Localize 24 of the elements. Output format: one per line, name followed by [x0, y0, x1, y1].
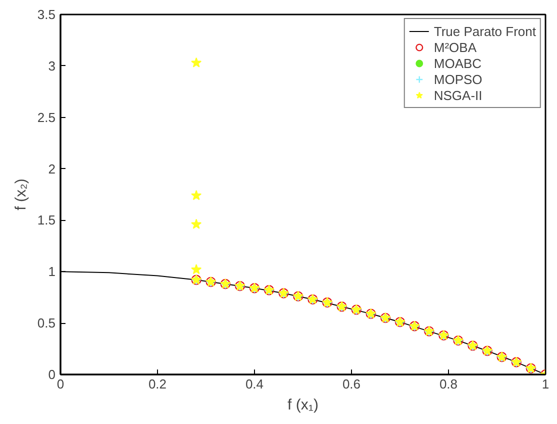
legend-label: M²OBA: [434, 39, 476, 55]
y-tick-label: 0: [48, 367, 56, 382]
y-tick-label: 0.5: [37, 316, 56, 331]
legend-label: MOPSO: [434, 71, 482, 87]
x-tick-label: 0.2: [148, 376, 167, 392]
y-tick-label: 2: [48, 161, 56, 176]
x-tick-label: 0.8: [439, 376, 458, 392]
x-axis-title: f (x₁): [288, 396, 318, 414]
y-axis-title: f (x₂): [12, 178, 30, 210]
point: [191, 190, 202, 200]
point: [191, 264, 202, 274]
y-tick-label: 2.5: [37, 110, 56, 125]
x-tick-label: 0.6: [342, 376, 361, 392]
legend-label: True Parato Front: [434, 23, 536, 39]
y-tick-label: 1.5: [37, 212, 56, 228]
y-tick-label: 3.5: [37, 7, 56, 22]
x-tick-label: 1: [542, 376, 550, 392]
legend-label: MOABC: [434, 55, 482, 71]
y-tick-label: 3: [48, 58, 56, 74]
point: [191, 218, 202, 229]
x-tick-label: 0.4: [245, 376, 264, 392]
y-tick-label: 1: [48, 264, 56, 280]
point: [191, 57, 202, 68]
legend-label: NSGA-II: [434, 87, 482, 103]
